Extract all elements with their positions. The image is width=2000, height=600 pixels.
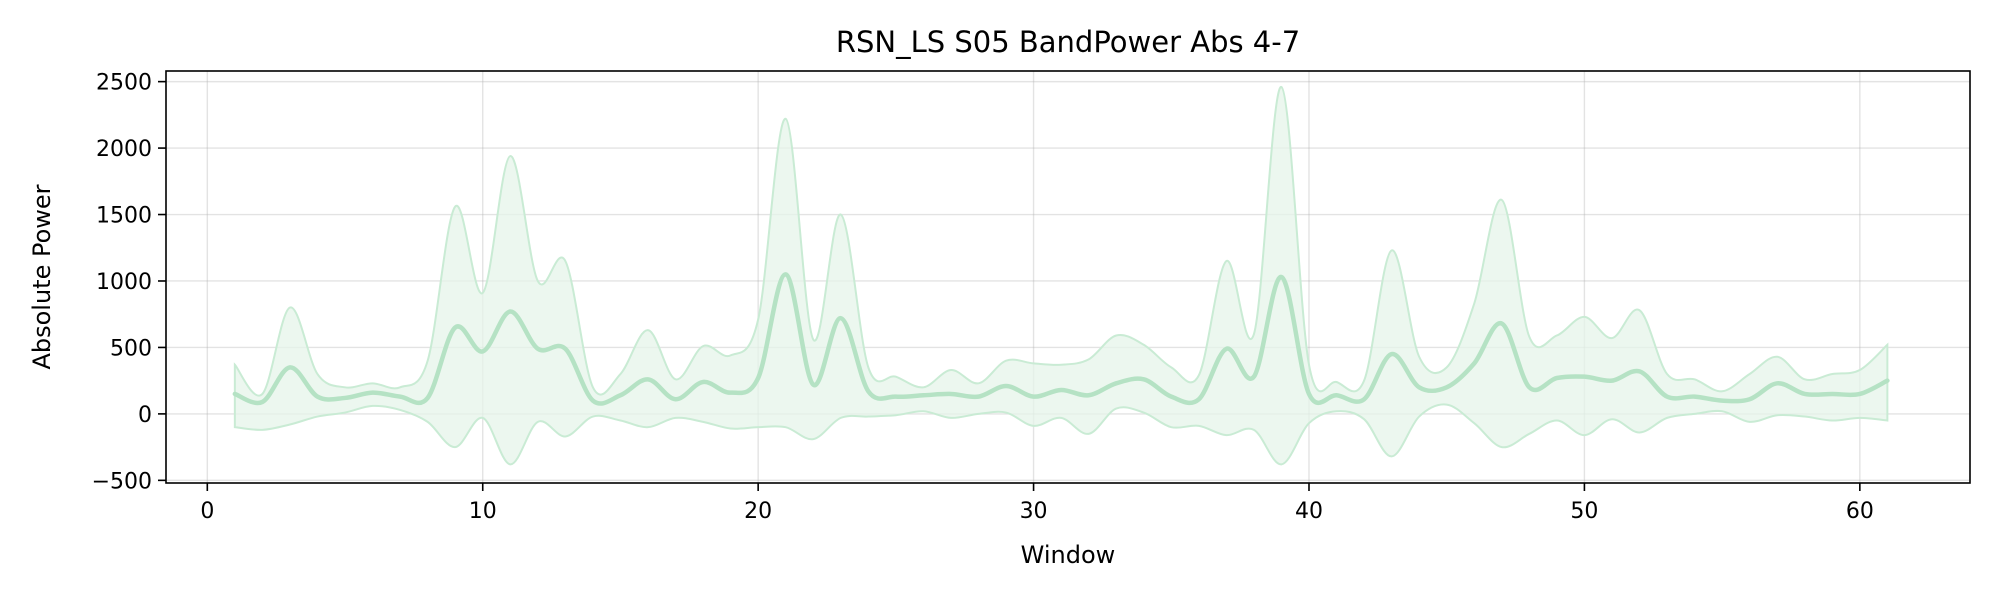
x-tick-label: 10 (469, 499, 497, 524)
x-tick-label: 50 (1570, 499, 1598, 524)
std-band (233, 85, 1889, 466)
x-tick-label: 0 (200, 499, 214, 524)
plot-frame (165, 70, 1971, 484)
x-axis-label: Window (1021, 541, 1116, 569)
chart-title: RSN_LS S05 BandPower Abs 4-7 (836, 25, 1300, 59)
x-tick-label: 60 (1846, 499, 1874, 524)
line-layer (232, 272, 1890, 406)
y-tick-label: 1000 (96, 270, 152, 295)
x-tick-label: 30 (1020, 499, 1048, 524)
x-tick-label: 20 (744, 499, 772, 524)
y-tick-label: 2000 (96, 137, 152, 162)
y-tick-label: 2500 (96, 71, 152, 96)
x-tick-label: 40 (1295, 499, 1323, 524)
y-tick-label: 500 (110, 336, 152, 361)
mean-line (232, 272, 1890, 406)
y-tick-label: 1500 (96, 204, 152, 229)
band-layer (233, 85, 1889, 466)
y-tick-label: 0 (138, 403, 152, 428)
y-tick-label: −500 (92, 469, 152, 494)
x-ticks: 0 10 20 30 40 50 60 (200, 483, 1874, 524)
y-axis-label: Absolute Power (28, 184, 56, 369)
y-ticks: −500 0 500 1000 1500 2000 2500 (92, 71, 166, 494)
